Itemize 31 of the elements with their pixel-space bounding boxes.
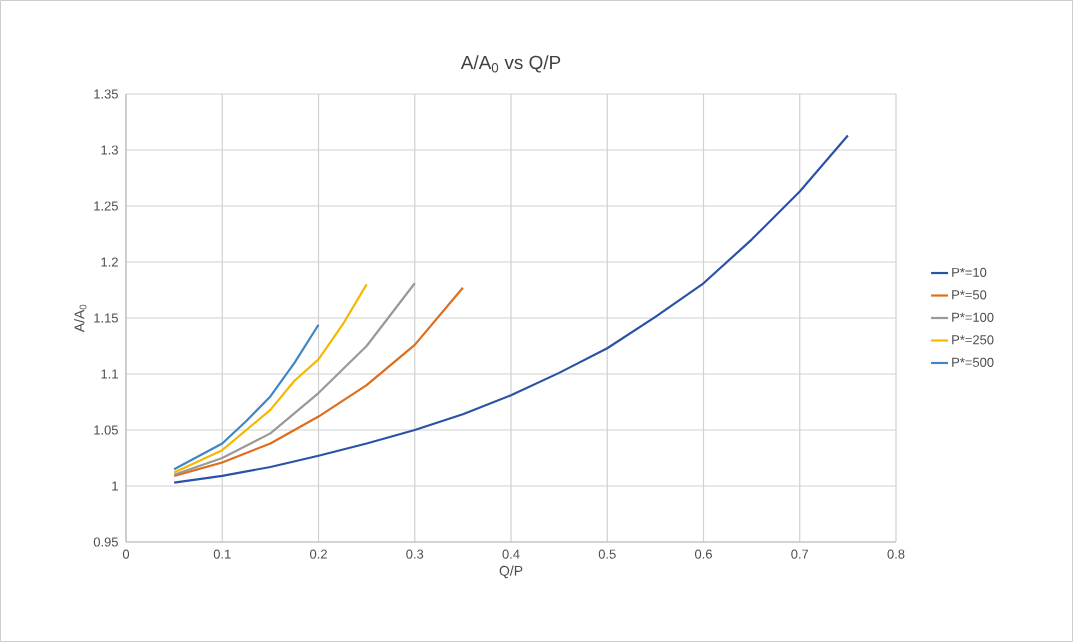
y-tick-label: 1.1	[101, 369, 118, 379]
x-tick-label: 0.7	[791, 549, 809, 559]
y-tick-label: 0.95	[93, 537, 118, 547]
line-series	[173, 323, 320, 471]
x-tick-label: 0.3	[406, 549, 424, 559]
y-tick-label: 1	[112, 481, 118, 491]
x-tick-label: 0.1	[213, 549, 231, 559]
x-tick-label: 0.6	[695, 549, 712, 559]
line-series	[173, 286, 464, 478]
x-tick-label: 0.5	[598, 549, 616, 559]
y-tick-label: 1.15	[94, 313, 118, 323]
x-tick-label: 0.8	[887, 549, 905, 559]
x-axis-title: Q/P	[499, 565, 523, 579]
line-series	[173, 134, 849, 484]
y-tick-label: 1.2	[101, 257, 118, 267]
line-series	[173, 282, 416, 476]
legend-label: P*=10	[952, 267, 987, 277]
y-tick-label: 1.35	[94, 89, 118, 99]
y-tick-label: 1.05	[94, 425, 118, 435]
x-tick-label: 0.4	[502, 549, 520, 559]
x-tick-label: 0.2	[310, 549, 327, 559]
chart-title: A/A$_{0}$ vs Q/P	[460, 55, 561, 73]
legend-label: P*=50	[952, 290, 987, 300]
line-series	[173, 283, 368, 474]
y-tick-label: 1.25	[94, 201, 118, 211]
legend-label: P*=100	[952, 312, 994, 322]
x-tick-label: 0	[122, 549, 130, 559]
y-tick-label: 1.3	[101, 145, 118, 155]
y-axis-title: A/A$_{0}$	[74, 304, 87, 333]
legend-label: P*=500	[952, 357, 994, 367]
legend-label: P*=250	[952, 335, 994, 345]
